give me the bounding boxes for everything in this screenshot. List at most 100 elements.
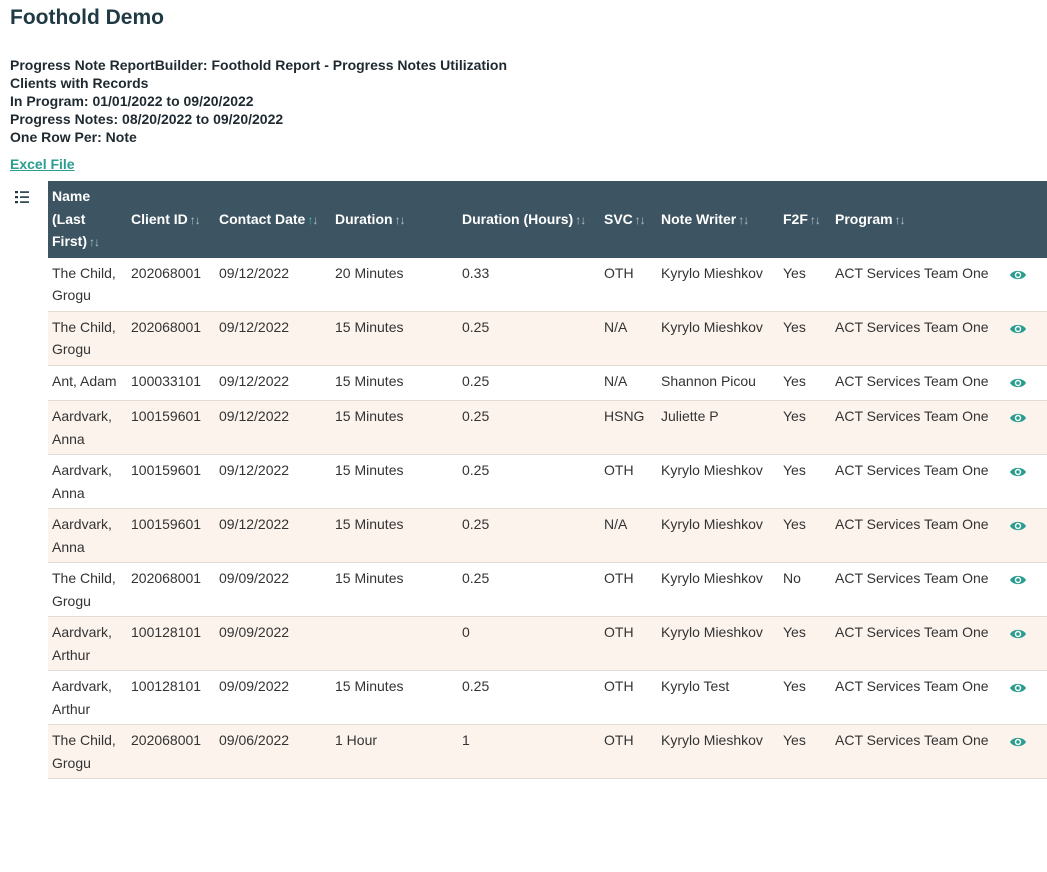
column-header-label: Client ID xyxy=(131,210,188,227)
eye-icon[interactable] xyxy=(1009,374,1027,388)
view-cell xyxy=(1005,400,1047,455)
name-cell: Aardvark, Arthur xyxy=(48,670,127,725)
table-row: The Child, Grogu 202068001 09/12/2022 15 Mi… xyxy=(48,311,1047,366)
note-writer-cell: Kyrylo Mieshkov xyxy=(657,562,779,617)
column-header-note-writer[interactable]: Note Writer ↑↓ xyxy=(657,181,779,258)
eye-icon[interactable] xyxy=(1009,733,1027,747)
contact-date-cell: 09/12/2022 xyxy=(215,257,331,312)
column-header-client-id[interactable]: Client ID ↑↓ xyxy=(127,181,215,258)
sort-arrows-icon[interactable]: ↑↓ xyxy=(189,212,201,227)
sort-arrows-icon[interactable]: ↑↓ xyxy=(634,212,646,227)
table-row: Aardvark, Anna 100159601 09/12/2022 15 Minu… xyxy=(48,400,1047,455)
contact-date-cell: 09/12/2022 xyxy=(215,508,331,563)
column-header-f2f[interactable]: F2F ↑↓ xyxy=(779,181,831,258)
duration-hours-cell: 0 xyxy=(458,616,600,671)
table-row: Ant, Adam 100033101 09/12/2022 15 Minutes 0.… xyxy=(48,365,1047,401)
contact-date-cell: 09/12/2022 xyxy=(215,400,331,455)
eye-icon[interactable] xyxy=(1009,679,1027,693)
duration-hours-cell: 0.25 xyxy=(458,508,600,563)
duration-cell: 15 Minutes xyxy=(331,400,458,455)
note-writer-cell: Juliette P xyxy=(657,400,779,455)
eye-icon[interactable] xyxy=(1009,463,1027,477)
name-cell: The Child, Grogu xyxy=(48,724,127,779)
sort-arrows-icon[interactable]: ↑↓ xyxy=(394,212,406,227)
sort-arrows-icon[interactable]: ↑↓ xyxy=(894,212,906,227)
note-writer-cell: Kyrylo Test xyxy=(657,670,779,725)
note-writer-cell: Kyrylo Mieshkov xyxy=(657,616,779,671)
client-id-cell: 100033101 xyxy=(127,365,215,401)
f2f-cell: Yes xyxy=(779,311,831,366)
client-id-cell: 100159601 xyxy=(127,454,215,509)
name-cell: Aardvark, Arthur xyxy=(48,616,127,671)
f2f-cell: Yes xyxy=(779,616,831,671)
program-cell: ACT Services Team One xyxy=(831,454,1005,509)
table-row: Aardvark, Anna 100159601 09/12/2022 15 Minu… xyxy=(48,454,1047,509)
duration-cell xyxy=(331,616,458,671)
svc-cell: OTH xyxy=(600,454,657,509)
sort-arrows-icon[interactable]: ↑↓ xyxy=(809,212,821,227)
report-name: Progress Note ReportBuilder: Foothold Re… xyxy=(10,57,508,73)
table-row: The Child, Grogu 202068001 09/09/2022 15 Mi… xyxy=(48,562,1047,617)
duration-hours-cell: 0.25 xyxy=(458,311,600,366)
name-cell: Aardvark, Anna xyxy=(48,454,127,509)
svc-cell: N/A xyxy=(600,365,657,401)
view-cell xyxy=(1005,257,1047,312)
eye-icon[interactable] xyxy=(1009,320,1027,334)
view-cell xyxy=(1005,311,1047,366)
program-cell: ACT Services Team One xyxy=(831,562,1005,617)
column-header-program[interactable]: Program ↑↓ xyxy=(831,181,1005,258)
column-header-duration-hours[interactable]: Duration (Hours) ↑↓ xyxy=(458,181,600,258)
sort-arrows-icon[interactable]: ↑↓ xyxy=(575,212,586,227)
column-header-label: Program xyxy=(835,210,893,227)
client-id-cell: 202068001 xyxy=(127,562,215,617)
eye-icon[interactable] xyxy=(1009,625,1027,639)
eye-icon[interactable] xyxy=(1009,266,1027,280)
duration-hours-cell: 0.25 xyxy=(458,454,600,509)
sort-arrows-icon[interactable]: ↑↓ xyxy=(307,212,318,227)
program-cell: ACT Services Team One xyxy=(831,616,1005,671)
client-id-cell: 100159601 xyxy=(127,508,215,563)
client-id-cell: 202068001 xyxy=(127,724,215,779)
report-criteria: Progress Note ReportBuilder: Foothold Re… xyxy=(10,56,507,146)
sort-arrows-icon[interactable]: ↑↓ xyxy=(738,212,749,227)
eye-icon[interactable] xyxy=(1009,571,1027,585)
duration-cell: 15 Minutes xyxy=(331,508,458,563)
duration-cell: 15 Minutes xyxy=(331,454,458,509)
duration-hours-cell: 0.25 xyxy=(458,365,600,401)
column-header-name[interactable]: Name (Last First) ↑↓ xyxy=(48,181,127,258)
duration-cell: 20 Minutes xyxy=(331,257,458,312)
name-cell: Aardvark, Anna xyxy=(48,400,127,455)
view-cell xyxy=(1005,616,1047,671)
client-id-cell: 202068001 xyxy=(127,311,215,366)
note-writer-cell: Kyrylo Mieshkov xyxy=(657,724,779,779)
name-cell: Aardvark, Anna xyxy=(48,508,127,563)
client-id-cell: 100159601 xyxy=(127,400,215,455)
program-cell: ACT Services Team One xyxy=(831,724,1005,779)
column-header-label: F2F xyxy=(783,210,808,227)
view-cell xyxy=(1005,670,1047,725)
duration-cell: 15 Minutes xyxy=(331,311,458,366)
client-id-cell: 202068001 xyxy=(127,257,215,312)
view-cell xyxy=(1005,508,1047,563)
f2f-cell: Yes xyxy=(779,670,831,725)
duration-hours-cell: 0.25 xyxy=(458,400,600,455)
excel-file-link[interactable]: Excel File xyxy=(10,156,75,172)
page-title: Foothold Demo xyxy=(10,6,164,29)
f2f-cell: Yes xyxy=(779,724,831,779)
f2f-cell: Yes xyxy=(779,508,831,563)
name-cell: The Child, Grogu xyxy=(48,311,127,366)
note-writer-cell: Kyrylo Mieshkov xyxy=(657,257,779,312)
column-header-svc[interactable]: SVC ↑↓ xyxy=(600,181,657,258)
sort-arrows-icon[interactable]: ↑↓ xyxy=(89,235,100,249)
client-id-cell: 100128101 xyxy=(127,670,215,725)
column-header-duration[interactable]: Duration ↑↓ xyxy=(331,181,458,258)
eye-icon[interactable] xyxy=(1009,409,1027,423)
f2f-cell: No xyxy=(779,562,831,617)
list-icon[interactable] xyxy=(14,189,30,205)
program-cell: ACT Services Team One xyxy=(831,400,1005,455)
svc-cell: OTH xyxy=(600,616,657,671)
report-filter-program-dates: In Program: 01/01/2022 to 09/20/2022 xyxy=(10,93,254,109)
column-header-contact-date[interactable]: Contact Date ↑↓ xyxy=(215,181,331,258)
eye-icon[interactable] xyxy=(1009,517,1027,531)
name-cell: The Child, Grogu xyxy=(48,562,127,617)
